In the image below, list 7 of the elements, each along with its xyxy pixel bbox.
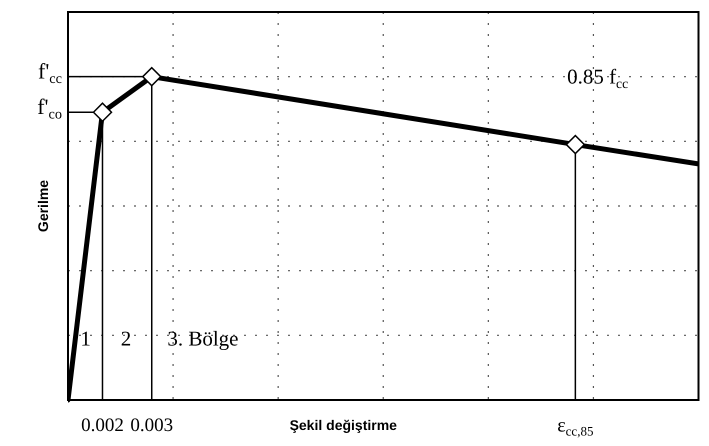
annotation: 3. Bölge (167, 326, 239, 350)
annotation: 2 (120, 326, 132, 350)
x-tick-label: 0.002 (81, 414, 124, 436)
y-axis-title: Gerilme (34, 180, 51, 232)
x-tick-label: 0.003 (130, 414, 174, 436)
x-axis-title: Şekil değiştirme (290, 416, 398, 433)
annotation: 1 (80, 326, 91, 350)
